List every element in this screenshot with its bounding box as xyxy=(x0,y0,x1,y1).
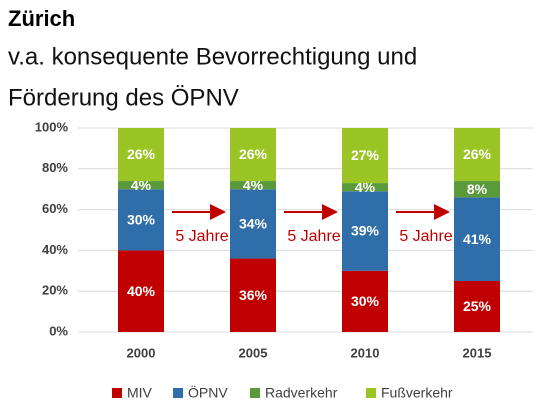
legend-label: MIV xyxy=(127,385,153,401)
annotation: 5 Jahre xyxy=(175,228,228,245)
legend-swatch xyxy=(112,388,122,398)
y-tick-label: 100% xyxy=(35,119,69,134)
value-label: 26% xyxy=(127,146,156,162)
bar-segment xyxy=(454,197,500,281)
annotation: 5 Jahre xyxy=(399,228,452,245)
value-label: 40% xyxy=(127,283,156,299)
bar-segment xyxy=(118,250,164,332)
x-tick-label: 2000 xyxy=(127,345,156,360)
value-label: 34% xyxy=(239,216,268,232)
legend-label: Fußverkehr xyxy=(381,385,453,401)
y-tick-label: 0% xyxy=(49,323,68,338)
bar-segment xyxy=(454,181,500,198)
value-label: 26% xyxy=(239,146,268,162)
bar-segment xyxy=(118,189,164,251)
value-label: 39% xyxy=(351,223,380,239)
chart-title: Zürich xyxy=(8,6,75,31)
legend-swatch xyxy=(250,388,260,398)
annotation: 5 Jahre xyxy=(287,228,340,245)
y-tick-label: 60% xyxy=(42,201,68,216)
legend-swatch xyxy=(173,388,183,398)
y-tick-label: 20% xyxy=(42,283,68,298)
value-label: 27% xyxy=(351,147,380,163)
bar-segment xyxy=(230,181,276,190)
legend-label: ÖPNV xyxy=(188,384,228,401)
bar-segment xyxy=(342,191,388,271)
x-tick-label: 2010 xyxy=(351,345,380,360)
legend-label: Radverkehr xyxy=(265,385,338,401)
bar-segment xyxy=(118,181,164,190)
y-tick-label: 80% xyxy=(42,160,68,175)
value-label: 30% xyxy=(127,212,156,228)
bar-segment xyxy=(342,183,388,192)
bar-segment xyxy=(230,258,276,332)
chart-subtitle: v.a. konsequente Bevorrechtigung und xyxy=(8,43,417,70)
y-tick-label: 40% xyxy=(42,242,68,257)
x-tick-label: 2005 xyxy=(239,345,268,360)
bar-segment xyxy=(454,128,500,182)
value-label: 30% xyxy=(351,293,380,309)
x-tick-label: 2015 xyxy=(463,345,492,360)
bar-segment xyxy=(342,270,388,332)
value-label: 26% xyxy=(463,146,492,162)
value-label: 36% xyxy=(239,287,268,303)
bar-segment xyxy=(342,128,388,184)
value-label: 8% xyxy=(467,181,488,197)
bar-segment xyxy=(230,189,276,259)
value-label: 25% xyxy=(463,298,492,314)
bar-segment xyxy=(118,128,164,182)
bar-segment xyxy=(230,128,276,182)
bar-segment xyxy=(454,281,500,332)
value-label: 41% xyxy=(463,231,492,247)
legend-swatch xyxy=(366,388,376,398)
chart-subtitle: Förderung des ÖPNV xyxy=(8,84,239,111)
